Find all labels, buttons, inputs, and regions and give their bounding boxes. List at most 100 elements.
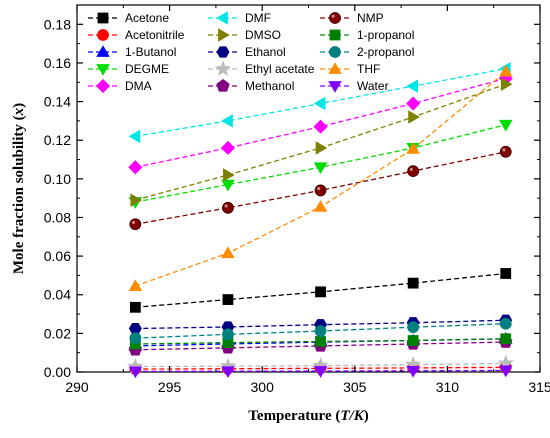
data-point — [500, 77, 513, 91]
data-point — [315, 141, 328, 155]
data-point — [500, 268, 512, 279]
y-tick-label: 0.10 — [44, 171, 71, 187]
legend-marker — [95, 78, 111, 94]
data-point — [498, 119, 513, 132]
y-axis-title: Mole fraction solubility (x) — [11, 103, 27, 274]
y-tick-label: 0.18 — [44, 16, 71, 32]
legend-marker — [97, 12, 109, 24]
y-tick-label: 0.04 — [44, 287, 71, 303]
legend-entry: Methanol — [208, 79, 294, 93]
y-tick-label: 0.06 — [44, 248, 71, 264]
legend-entry: Acetone — [88, 11, 169, 25]
data-point — [408, 110, 420, 124]
data-point — [498, 64, 513, 77]
legend-marker — [216, 11, 228, 25]
plot-frame-rect — [76, 4, 541, 373]
series-layer — [127, 61, 514, 379]
y-axis-title-var: x — [11, 107, 27, 116]
y-tick-label: 0.12 — [44, 132, 71, 148]
series-dma — [128, 71, 513, 175]
data-point — [498, 365, 513, 378]
data-point — [221, 114, 233, 128]
data-point — [128, 129, 141, 144]
y-tick-label: 0.14 — [44, 94, 71, 110]
x-tick-label: 315 — [528, 379, 550, 395]
x-axis-title-var: T/K — [340, 408, 364, 424]
series-acetone — [129, 268, 512, 313]
data-point — [313, 366, 328, 378]
legend-marker — [96, 64, 110, 76]
legend-entry: THF — [320, 62, 380, 76]
legend-marker — [97, 29, 109, 41]
legend-entry: Ethanol — [208, 45, 286, 59]
data-point — [314, 184, 327, 197]
x-tick-label: 305 — [343, 379, 367, 395]
data-point — [128, 322, 142, 335]
legend-marker — [329, 12, 341, 24]
data-point — [222, 201, 234, 214]
legend-marker — [328, 81, 342, 93]
legend-entry: 2-propanol — [320, 45, 414, 59]
legend-label: THF — [357, 62, 380, 76]
series-thf — [128, 64, 513, 291]
x-axis-title-end: ) — [364, 408, 369, 424]
x-tick-label: 295 — [158, 379, 182, 395]
x-axis-title-text: Temperature ( — [248, 408, 340, 424]
data-point — [129, 301, 141, 313]
legend-label: Ethanol — [245, 45, 286, 59]
legend-marker — [329, 29, 341, 41]
x-axis-title: Temperature (T/K) — [248, 408, 368, 424]
legend-label: Methanol — [245, 79, 294, 93]
data-point — [406, 79, 419, 93]
y-tick-label: 0.16 — [44, 55, 71, 71]
data-point — [315, 336, 326, 347]
data-point — [406, 365, 420, 378]
data-point — [313, 96, 326, 111]
data-point — [129, 218, 142, 231]
data-point — [130, 193, 143, 207]
data-point-highlight — [131, 220, 136, 225]
data-point — [222, 328, 234, 341]
data-point-highlight — [409, 167, 413, 171]
series-dmso — [130, 77, 513, 207]
legend-label: DMSO — [245, 28, 281, 42]
y-axis-title-end: ) — [11, 103, 27, 108]
legend-label: 1-Butanol — [125, 45, 176, 59]
legend-marker — [328, 62, 342, 74]
data-point — [499, 145, 512, 158]
legend-label: 2-propanol — [357, 45, 414, 59]
data-point — [223, 168, 235, 182]
legend-entry: DMA — [88, 78, 152, 94]
data-point — [407, 335, 419, 346]
legend-marker-highlight — [331, 14, 335, 18]
legend-label: DMF — [245, 11, 271, 25]
data-point — [128, 279, 143, 291]
data-point — [129, 332, 142, 345]
legend-label: 1-propanol — [357, 28, 414, 42]
data-point — [406, 96, 421, 111]
y-axis-title-text: Mole fraction solubility ( — [11, 115, 27, 274]
axes: 290 295 300 305 310 315 0.00 0.02 0.04 0.06 0.08 0.… — [44, 5, 550, 395]
legend-marker — [329, 46, 341, 58]
legend-label: Water — [357, 79, 389, 93]
legend-entry: DMSO — [208, 28, 281, 42]
data-point — [406, 142, 420, 154]
data-point — [407, 277, 419, 289]
data-point-highlight — [224, 204, 228, 208]
data-point — [315, 286, 326, 298]
data-point — [221, 246, 235, 259]
legend-entry: NMP — [320, 11, 384, 25]
x-tick-label: 310 — [436, 379, 460, 395]
y-tick-label: 0.02 — [44, 325, 71, 341]
legend-label: Acetone — [125, 11, 169, 25]
data-point — [313, 200, 328, 212]
data-point — [407, 321, 420, 334]
legend-entry: Water — [320, 79, 389, 93]
data-point — [128, 366, 143, 379]
x-tick-label: 300 — [251, 379, 275, 395]
data-point — [221, 366, 235, 379]
x-tick-label: 290 — [65, 379, 89, 395]
legend-marker — [214, 60, 232, 76]
data-point — [128, 160, 143, 175]
